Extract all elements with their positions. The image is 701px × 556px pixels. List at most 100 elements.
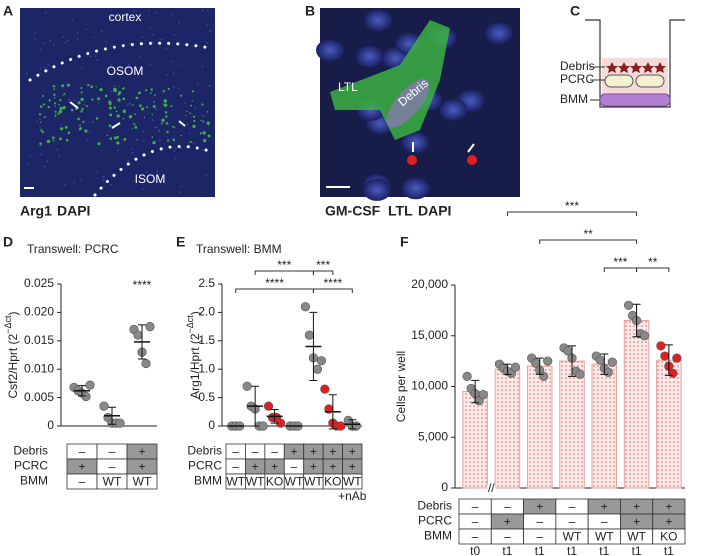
table-cell-text: WT (563, 530, 582, 544)
data-point (539, 371, 549, 381)
data-point (595, 355, 605, 365)
star (630, 62, 642, 73)
panel-label: B (305, 3, 315, 19)
table-cell (652, 528, 686, 545)
dapi-dot (170, 60, 173, 63)
y-tick-label: 1.5 (198, 333, 215, 347)
table-cell (126, 473, 158, 490)
arg1-dot (55, 114, 57, 116)
arg1-dot (162, 103, 164, 105)
bar (591, 363, 618, 489)
significance: *** (277, 258, 291, 272)
arg1-dot (133, 123, 136, 126)
y-tick-label: 1.0 (198, 361, 215, 375)
significance: *** (316, 258, 330, 272)
arg1-dot (161, 118, 165, 123)
data-point (672, 353, 682, 363)
arg1-dot (134, 125, 138, 129)
star (618, 62, 630, 73)
dapi-dot (142, 188, 144, 190)
dapi-dot (194, 107, 196, 110)
dapi-dot (85, 28, 88, 31)
dapi-dot (110, 108, 113, 110)
dapi-dot (142, 130, 144, 132)
dapi-dot (160, 181, 163, 184)
arg1-dot (160, 122, 163, 125)
nucleus (439, 98, 468, 121)
row-label: BMM (194, 474, 222, 488)
table-cell-text: + (252, 460, 259, 474)
dapi-dot (159, 139, 161, 142)
arg1-dot (87, 83, 90, 87)
arg1-dot (193, 119, 196, 123)
boundary (28, 41, 212, 82)
data-point (656, 341, 666, 351)
y-axis-label-part: Arg1/Hprt (2 (188, 333, 202, 399)
y-tick-label: 0.025 (24, 276, 54, 290)
dapi-dot (83, 103, 86, 106)
arg1-dot (192, 115, 196, 118)
dapi-dot (207, 10, 209, 12)
y-tick-label: 0 (208, 418, 215, 432)
arg1-dot (77, 102, 80, 105)
data-point (115, 418, 125, 428)
data-point (668, 368, 678, 378)
bar (462, 391, 488, 489)
arg1-dot (191, 100, 193, 102)
data-point (639, 331, 650, 341)
data-point (258, 421, 268, 431)
table-cell-text: + (504, 515, 511, 529)
table-cell-text: KO (660, 530, 677, 544)
arg1-dot (199, 132, 202, 135)
stain: Arg1 (20, 203, 52, 219)
panel-label: D (3, 234, 13, 250)
row-label: PCRC (418, 514, 452, 528)
arg1-dot (191, 90, 195, 93)
arg1-dot (39, 105, 43, 108)
dapi-dot (143, 140, 145, 142)
arg1-dot (121, 87, 125, 90)
dapi-dot (88, 83, 91, 86)
arg1-dot (206, 121, 210, 125)
dapi-dot (93, 36, 95, 39)
arg1-dot (59, 137, 62, 141)
y-tick-label: 5,000 (418, 429, 448, 443)
arg1-dot (80, 91, 83, 94)
dapi-dot (39, 127, 42, 129)
data-point (99, 401, 109, 411)
dapi-dot (151, 119, 154, 121)
dapi-dot (141, 36, 143, 38)
arg1-dot (209, 85, 211, 87)
table-cell-text: WT (343, 475, 362, 489)
dapi-dot (149, 181, 152, 183)
arg1-dot (122, 117, 125, 120)
dapi-dot (102, 175, 105, 178)
dapi-dot (39, 48, 42, 51)
arg1-dot (113, 106, 116, 109)
table-cell-text: – (109, 445, 116, 459)
data-point (478, 390, 488, 400)
dapi-dot (96, 59, 99, 61)
table-cell-text: WT (595, 530, 614, 544)
arg1-dot (167, 87, 170, 91)
error-bar (535, 357, 544, 375)
arg1-dot (61, 84, 65, 88)
arg1-dot (81, 107, 84, 111)
region-label: OSOM (107, 64, 144, 78)
table-cell-text: + (349, 445, 356, 459)
arg1-dot (206, 110, 209, 113)
arg1-dot (166, 130, 169, 134)
arg1-dot (80, 97, 84, 102)
error-bar (309, 311, 318, 382)
arg1-dot (150, 92, 152, 95)
dapi-dot (196, 83, 199, 86)
dapi-dot (127, 63, 130, 66)
arg1-dot (79, 126, 83, 130)
cell (635, 74, 665, 88)
arg1-dot (134, 113, 137, 116)
table-cell-text: – (472, 515, 479, 529)
dapi-dot (201, 9, 204, 12)
extra-label: +nAb (338, 489, 367, 503)
dapi-dot (179, 147, 182, 150)
micrograph (20, 8, 215, 197)
